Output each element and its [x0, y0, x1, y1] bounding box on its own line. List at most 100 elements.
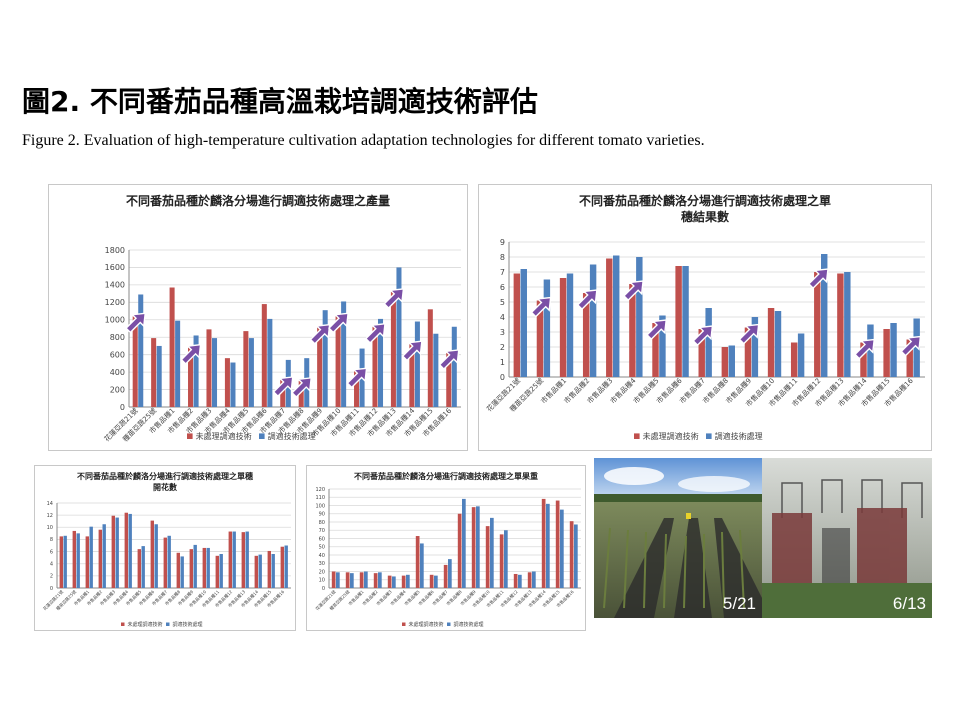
bar — [98, 529, 102, 588]
bar — [111, 515, 115, 588]
bar — [401, 575, 406, 588]
fruit-weight-chart-title: 不同番茄品種於麟洛分場進行調適技術處理之單果重 — [354, 472, 538, 481]
yield-chart-title: 不同番茄品種於麟洛分場進行調適技術處理之產量 — [125, 194, 390, 208]
bar — [350, 573, 354, 588]
bar — [814, 272, 821, 377]
chart-legend: 未處理調適技術 調適技術處理 — [634, 431, 763, 441]
bar — [406, 574, 410, 588]
highlight-arrow — [180, 343, 202, 365]
legend-label: 未處理調適技術 — [409, 621, 444, 628]
bar — [527, 572, 532, 588]
field-photo-june: 6/13 — [762, 458, 932, 618]
bar — [345, 572, 350, 588]
bar — [298, 380, 304, 407]
y-tick-label: 70 — [319, 528, 325, 534]
highlight-arrow — [309, 323, 331, 345]
legend-swatch — [706, 433, 712, 439]
y-tick-label: 40 — [319, 553, 325, 559]
bar — [589, 264, 597, 377]
bar — [652, 323, 659, 377]
bar — [387, 575, 392, 588]
bar — [243, 331, 249, 407]
bar — [476, 506, 480, 588]
yield-chart: 不同番茄品種於麟洛分場進行調適技術處理之產量 0 200 400 600 800 1000… — [48, 184, 468, 451]
bar — [378, 572, 382, 588]
bar — [215, 555, 219, 588]
y-tick-label: 0 — [322, 586, 325, 592]
bar — [744, 327, 752, 377]
bar — [427, 309, 433, 407]
highlight-arrow — [272, 376, 294, 398]
field-photo-june-image — [762, 458, 932, 618]
bar — [189, 549, 193, 588]
bar — [245, 531, 249, 588]
fruit-count-chart-svg: 0123456789花蓮亞蔬21號種苗亞蔬25號市售品種1市售品種2市售品種3市… — [485, 238, 925, 441]
bar — [163, 537, 167, 588]
bar — [364, 571, 368, 588]
bar — [132, 316, 138, 407]
y-tick-label: 10 — [319, 578, 325, 584]
legend-swatch — [402, 622, 406, 626]
bar — [446, 352, 452, 407]
bar — [434, 575, 438, 588]
bar — [546, 503, 550, 588]
legend-swatch — [166, 622, 170, 626]
bar — [154, 524, 158, 588]
bar — [124, 512, 128, 588]
legend-label: 未處理調適技術 — [128, 621, 163, 628]
bar — [206, 329, 212, 407]
bar — [409, 344, 415, 407]
flower-count-chart-title: 不同番茄品種於麟洛分場進行調適技術處理之單穗開花數 — [77, 472, 253, 492]
page-subtitle: Figure 2. Evaluation of high-temperature… — [22, 132, 705, 149]
bar — [541, 498, 546, 588]
y-tick-label: 110 — [315, 495, 325, 501]
bar — [169, 287, 175, 407]
bar — [721, 347, 729, 377]
bar — [555, 500, 560, 588]
highlight-arrow-shape — [327, 312, 349, 334]
bar — [451, 326, 457, 407]
bar — [138, 294, 144, 407]
highlight-arrow-shape — [401, 340, 423, 362]
bar — [566, 273, 574, 377]
field-photo-may: 5/21 — [594, 458, 762, 618]
y-tick-label: 6 — [500, 283, 505, 292]
bar — [860, 342, 867, 377]
y-tick-label: 7 — [500, 268, 505, 277]
legend-label: 未處理調適技術 — [643, 431, 699, 441]
y-tick-label: 8 — [500, 253, 505, 262]
y-tick-label: 9 — [500, 238, 505, 247]
highlight-arrow — [401, 340, 423, 362]
highlight-arrow — [854, 338, 875, 360]
bar — [543, 279, 551, 377]
bar — [336, 572, 340, 588]
highlight-arrow-shape — [272, 376, 294, 398]
bar — [258, 554, 262, 588]
bar — [518, 574, 522, 588]
y-tick-label: 1200 — [105, 298, 125, 307]
highlight-arrow-shape — [346, 367, 368, 389]
bar — [151, 338, 157, 407]
highlight-arrow — [646, 319, 667, 341]
bar — [267, 550, 271, 588]
bar — [359, 572, 364, 588]
y-tick-label: 800 — [110, 333, 125, 342]
highlight-arrow — [346, 367, 368, 389]
bar — [372, 326, 378, 407]
fruit-weight-chart-svg: 0102030405060708090100110120花蓮亞蔬21號種苗亞蔬2… — [314, 487, 581, 628]
legend-label: 未處理調適技術 — [196, 431, 252, 441]
highlight-arrow — [291, 377, 312, 398]
bar — [232, 531, 236, 588]
y-tick-label: 2 — [500, 343, 505, 352]
bar — [137, 549, 141, 588]
bar — [560, 509, 564, 588]
bar — [636, 257, 643, 377]
bar — [906, 339, 913, 377]
bar — [59, 536, 63, 588]
bar — [241, 532, 245, 588]
bar — [150, 520, 154, 588]
highlight-arrow — [900, 335, 922, 357]
chart-legend: 未處理調適技術 調適技術處理 — [187, 431, 316, 441]
bar — [76, 533, 80, 588]
bar — [212, 338, 218, 407]
